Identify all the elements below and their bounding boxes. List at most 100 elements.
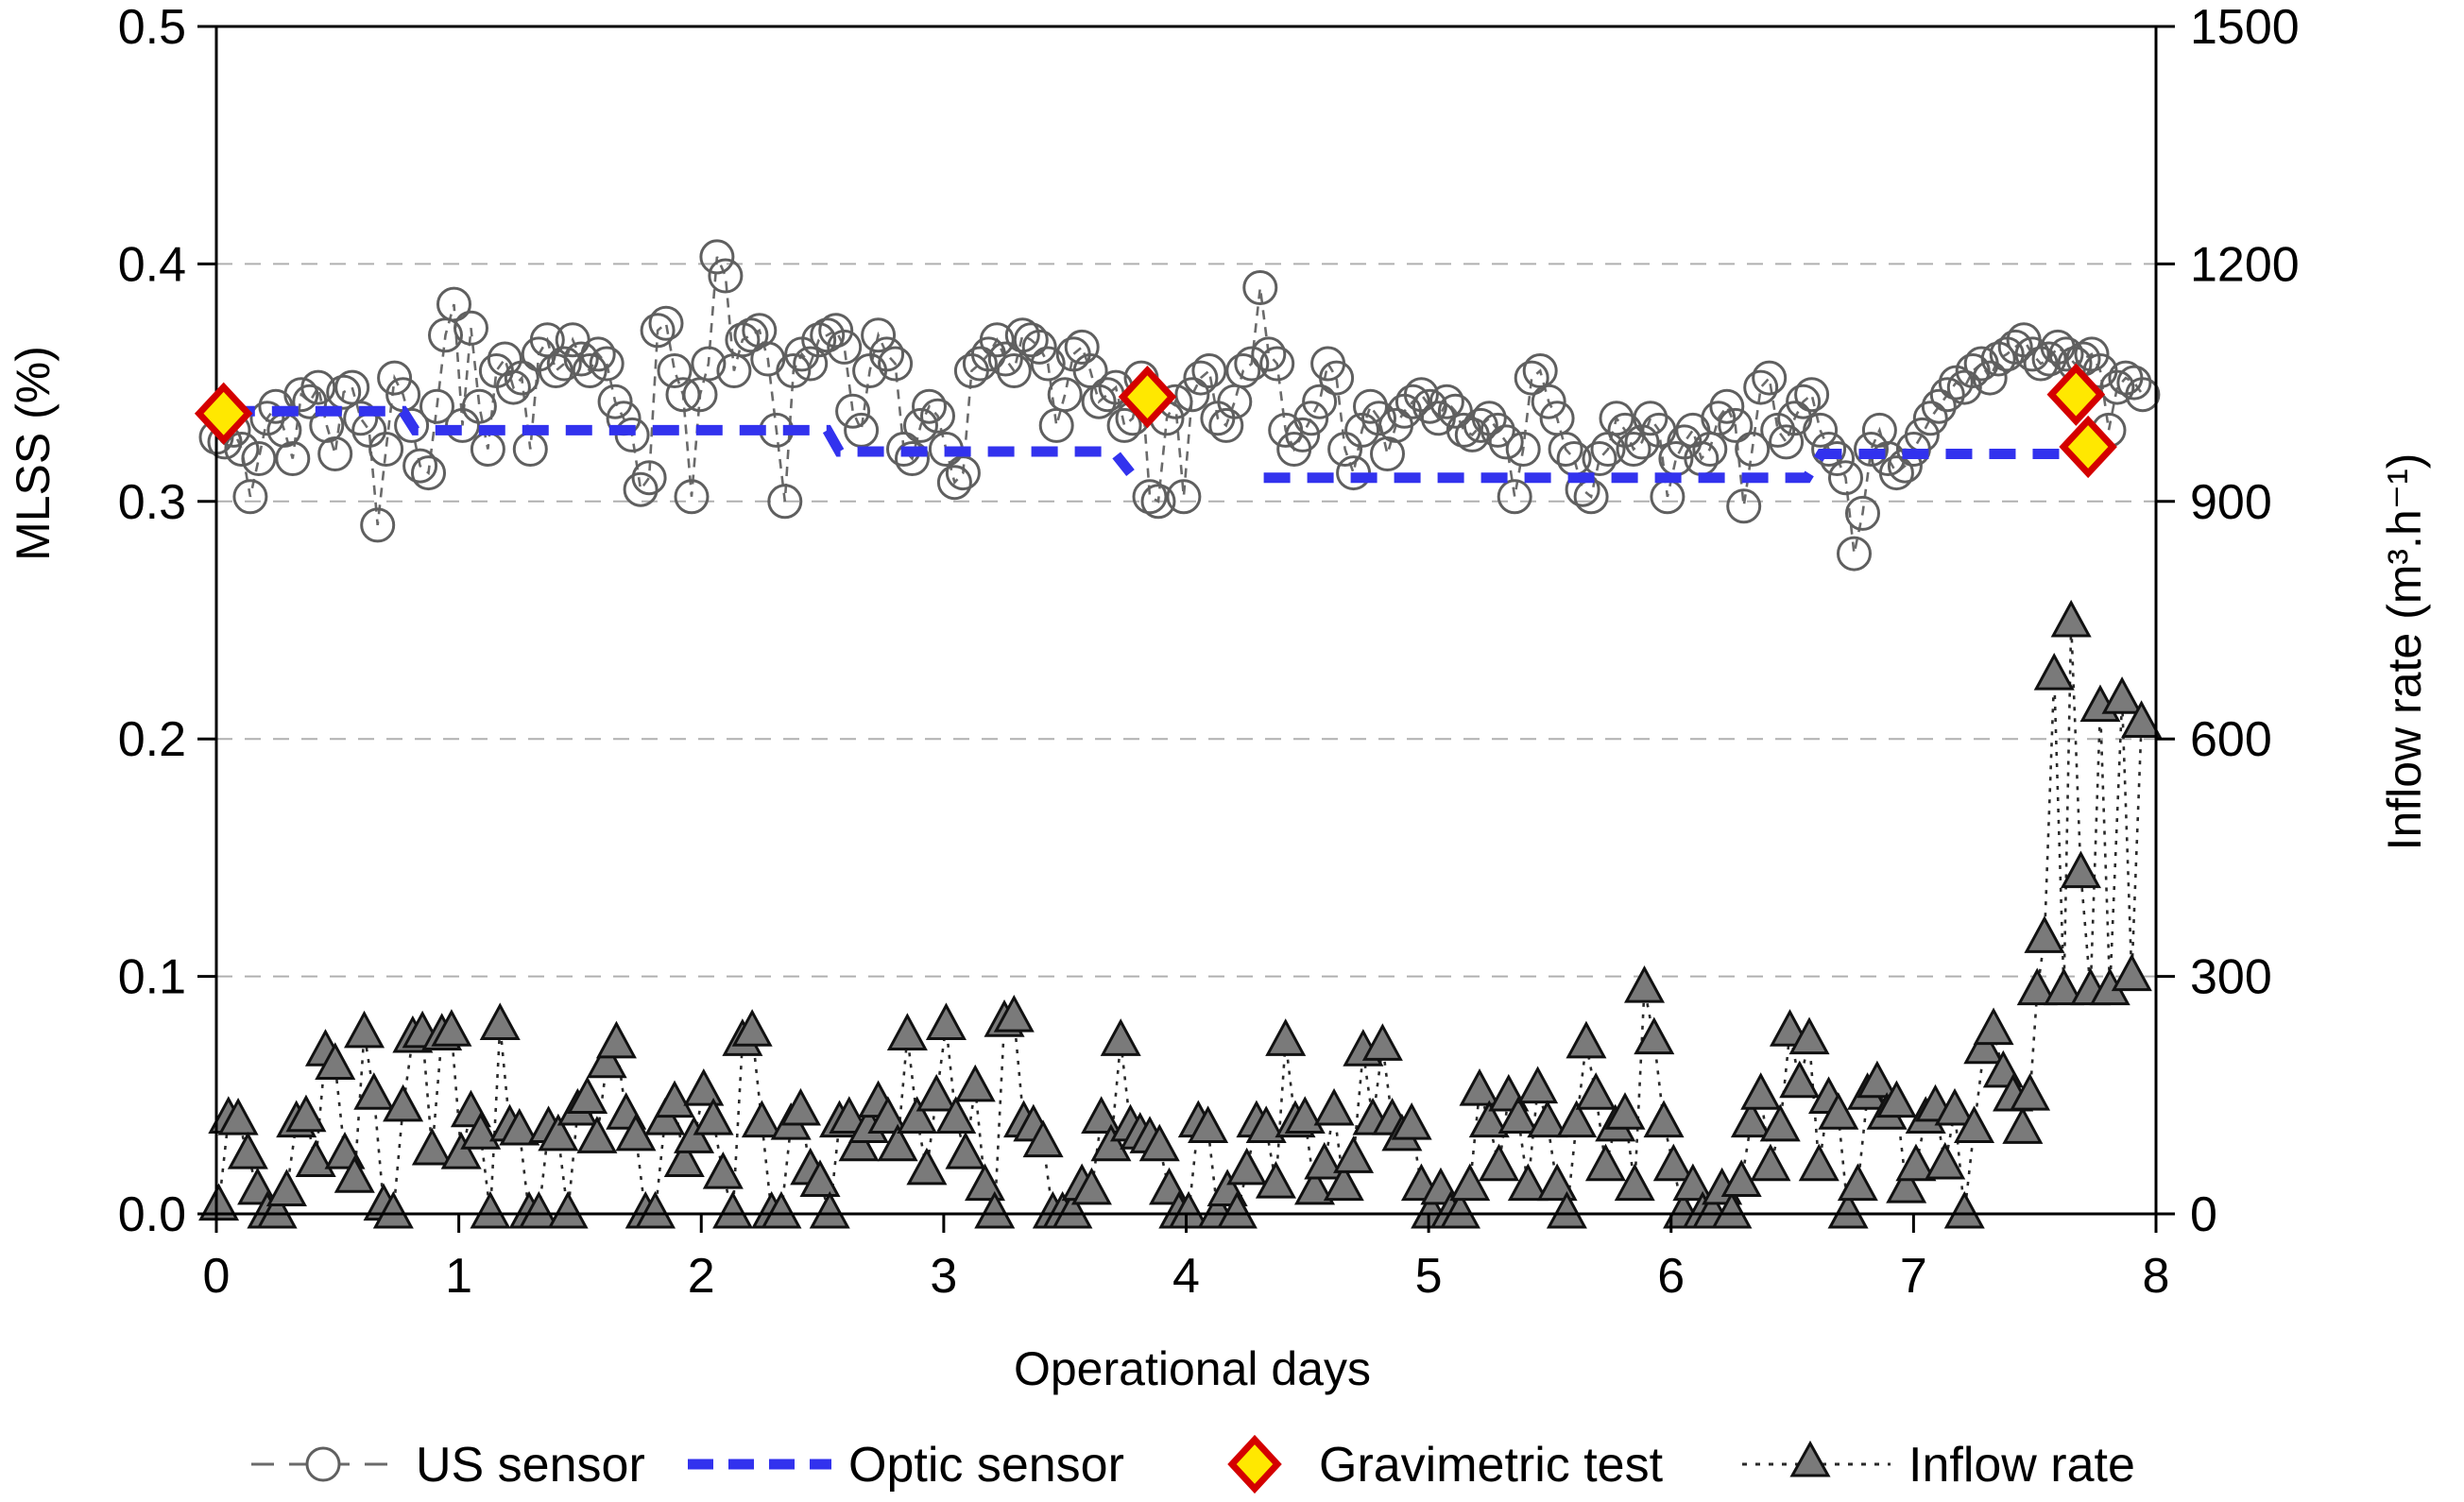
us-sensor-point (377, 360, 413, 396)
us-sensor-point (1878, 455, 1914, 491)
y-right-tick-label: 300 (2190, 950, 2272, 1005)
y-right-tick-label: 900 (2190, 475, 2272, 530)
inflow-point (1750, 1143, 1791, 1182)
inflow-point (915, 1073, 957, 1112)
us-sensor-point (1395, 384, 1430, 419)
y-left-tick-label: 0.2 (118, 712, 186, 767)
us-sensor-point (844, 412, 880, 448)
inflow-point (1293, 1167, 1336, 1205)
us-sensor-point (504, 360, 539, 396)
inflow-point (1188, 1105, 1229, 1143)
us-sensor-point (1429, 384, 1464, 419)
us-sensor-point (1633, 401, 1668, 436)
us-sensor-point (801, 322, 837, 358)
us-sensor-point (776, 353, 812, 388)
inflow-point (954, 1064, 996, 1102)
x-tick-label: 3 (930, 1249, 957, 1304)
x-axis-title: Operational days (1014, 1342, 1371, 1395)
inflow-legend-marker-icon (1789, 1440, 1831, 1477)
gravimetric-test-series (194, 363, 2117, 479)
inflow-point (993, 995, 1035, 1033)
us-sensor-point (827, 329, 863, 365)
y-right-axis-title: Inflow rate (m³.h⁻¹) (2378, 453, 2431, 851)
inflow-point (974, 1190, 1016, 1229)
us-sensor-point (1786, 384, 1822, 419)
inflow-point (2111, 953, 2152, 992)
us-sensor-point (699, 239, 735, 275)
inflow-point (1584, 1143, 1626, 1182)
inflow-point (1100, 1018, 1141, 1056)
us-sensor-point (1980, 341, 2016, 377)
us-sensor-point (1505, 432, 1541, 467)
inflow-point (1138, 1123, 1180, 1162)
us-sensor-point (1735, 432, 1771, 467)
inflow-point (1963, 1026, 2005, 1065)
inflow-point (217, 1097, 259, 1135)
chart-legend: US sensor Optic sensor Gravimetric test … (251, 1434, 2135, 1494)
legend-item-inflow-rate: Inflow rate (1742, 1438, 2135, 1493)
us-sensor-point (546, 346, 582, 382)
inflow-point (1575, 1072, 1617, 1110)
inflow-point (198, 1183, 240, 1221)
us-sensor-point (2099, 369, 2135, 405)
inflow-point (538, 1113, 579, 1152)
us-sensor-point (996, 353, 1032, 388)
y-right-tick-label: 600 (2190, 712, 2272, 767)
inflow-point (702, 1151, 744, 1189)
inflow-point (799, 1159, 841, 1197)
us-sensor-point (1794, 377, 1830, 413)
inflow-point (877, 1123, 918, 1162)
legend-item-us-sensor: US sensor (251, 1438, 645, 1493)
inflow-point (1925, 1141, 1966, 1180)
inflow-point (867, 1096, 909, 1134)
us-sensor-point (2048, 336, 2084, 372)
inflow-point (761, 1190, 802, 1229)
us-sensor-point (962, 346, 998, 382)
us-sensor-point (538, 353, 573, 388)
inflow-point (547, 1190, 589, 1229)
us-sensor-point (1811, 432, 1847, 467)
inflow-point (1479, 1143, 1520, 1182)
inflow-point (1730, 1100, 1771, 1138)
x-tick-label: 2 (688, 1249, 715, 1304)
inflow-point (1255, 1161, 1296, 1199)
gridlines (216, 263, 2156, 978)
optic-sensor-line (228, 405, 1135, 477)
us-sensor-point (903, 407, 938, 443)
us-sensor-point (1837, 536, 1872, 572)
inflow-point (1818, 1092, 1859, 1130)
inflow-point (1052, 1190, 1093, 1229)
us-sensor-point (878, 346, 914, 382)
inflow-point (1313, 1087, 1355, 1126)
us-sensor-point (1921, 388, 1957, 424)
us-sensor-point (495, 369, 531, 405)
inflow-point (2033, 653, 2075, 691)
us-sensor-point (920, 398, 955, 434)
inflow-point (567, 1076, 608, 1114)
inflow-point (615, 1113, 657, 1152)
inflow-point (1517, 1066, 1559, 1104)
us-sensor-point (461, 388, 497, 424)
inflow-point (1857, 1060, 1898, 1099)
inflow-point (2010, 1072, 2051, 1111)
us-sensor-point (1225, 353, 1261, 388)
us-sensor-point (343, 401, 379, 436)
inflow-point (2002, 1106, 2044, 1144)
inflow-point (295, 1139, 336, 1178)
inflow-point (1943, 1190, 1985, 1229)
us-sensor-point (1166, 479, 1202, 515)
inflow-point (712, 1190, 754, 1229)
us-sensor-point (411, 455, 446, 491)
us-sensor-point (623, 471, 659, 507)
us-sensor-point (1480, 412, 1515, 448)
us-sensor-point (1556, 441, 1592, 476)
inflow-point (809, 1190, 850, 1229)
us-sensor-point (1089, 377, 1125, 413)
us-sensor-point (394, 407, 430, 443)
us-sensor-point (1132, 479, 1168, 515)
gravimetric-point (2059, 415, 2117, 479)
inflow-point (1168, 1190, 1209, 1229)
x-tick-label: 0 (203, 1249, 231, 1304)
us-sensor-legend-label: US sensor (416, 1438, 645, 1493)
us-sensor-point (453, 310, 488, 346)
